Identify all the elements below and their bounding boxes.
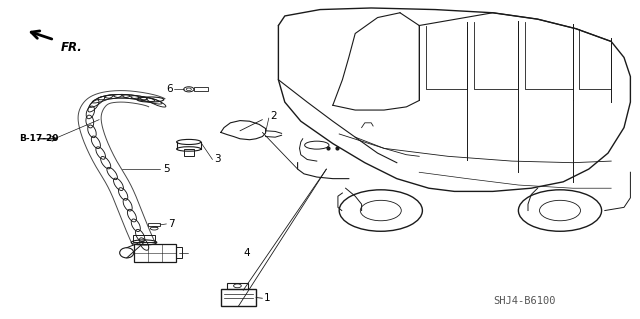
Text: 3: 3 [214,154,221,165]
Text: 2: 2 [270,111,276,122]
Text: 5: 5 [163,164,170,174]
Text: 6: 6 [166,84,173,94]
Text: 1: 1 [264,293,270,303]
Text: 7: 7 [168,219,174,229]
Text: B-17-20: B-17-20 [19,134,59,143]
Text: 4: 4 [243,248,250,258]
Text: FR.: FR. [61,41,83,55]
Text: SHJ4-B6100: SHJ4-B6100 [493,296,556,306]
